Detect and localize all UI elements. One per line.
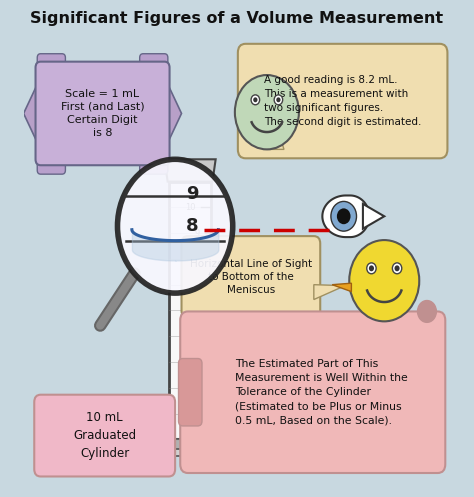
FancyBboxPatch shape — [179, 358, 202, 426]
Text: The Estimated Part of This
Measurement is Well Within the
Tolerance of the Cylin: The Estimated Part of This Measurement i… — [235, 359, 408, 425]
FancyBboxPatch shape — [140, 153, 168, 174]
Polygon shape — [332, 283, 351, 292]
Circle shape — [235, 75, 299, 150]
Text: 9: 9 — [195, 229, 200, 238]
Bar — [164, 449, 217, 456]
Polygon shape — [24, 73, 43, 155]
Circle shape — [337, 208, 351, 224]
FancyBboxPatch shape — [238, 44, 447, 159]
Circle shape — [331, 201, 356, 231]
Text: A good reading is 8.2 mL.
This is a measurement with
two significant figures.
Th: A good reading is 8.2 mL. This is a meas… — [264, 75, 421, 127]
Text: 3: 3 — [194, 383, 200, 392]
Text: Significant Figures of a Volume Measurement: Significant Figures of a Volume Measurem… — [30, 10, 444, 25]
Text: Horizontal Line of Sight
to Bottom of the
Meniscus: Horizontal Line of Sight to Bottom of th… — [190, 259, 312, 295]
Circle shape — [251, 95, 260, 105]
Text: 4: 4 — [195, 357, 200, 366]
Text: 10: 10 — [185, 203, 196, 212]
Text: 6: 6 — [194, 306, 200, 315]
FancyBboxPatch shape — [140, 54, 168, 76]
Circle shape — [253, 97, 257, 102]
Circle shape — [274, 95, 283, 105]
Polygon shape — [162, 73, 182, 155]
FancyBboxPatch shape — [37, 153, 65, 174]
Text: 5: 5 — [191, 331, 196, 341]
Text: 1: 1 — [195, 435, 200, 444]
FancyBboxPatch shape — [37, 54, 65, 76]
FancyBboxPatch shape — [180, 312, 445, 473]
Text: Scale = 1 mL
First (and Last)
Certain Digit
is 8: Scale = 1 mL First (and Last) Certain Di… — [61, 88, 145, 138]
Circle shape — [392, 263, 402, 274]
Circle shape — [394, 265, 400, 271]
Circle shape — [418, 301, 437, 323]
FancyBboxPatch shape — [36, 62, 170, 165]
Text: 9: 9 — [186, 184, 199, 203]
Text: 7: 7 — [194, 280, 200, 289]
Polygon shape — [314, 285, 345, 300]
Text: 10 mL
Graduated
Cylinder: 10 mL Graduated Cylinder — [73, 411, 136, 460]
Polygon shape — [267, 107, 284, 150]
Text: 8: 8 — [194, 254, 200, 263]
Text: 8: 8 — [186, 217, 199, 235]
Circle shape — [367, 263, 376, 274]
Circle shape — [349, 240, 419, 322]
Circle shape — [276, 97, 281, 102]
Bar — [156, 439, 224, 450]
FancyBboxPatch shape — [182, 236, 320, 318]
Polygon shape — [363, 204, 384, 229]
FancyBboxPatch shape — [34, 395, 175, 477]
Bar — [169, 181, 211, 439]
Polygon shape — [322, 195, 369, 237]
Circle shape — [369, 265, 374, 271]
Text: 2: 2 — [195, 409, 200, 418]
Circle shape — [118, 160, 233, 293]
Polygon shape — [164, 160, 216, 181]
